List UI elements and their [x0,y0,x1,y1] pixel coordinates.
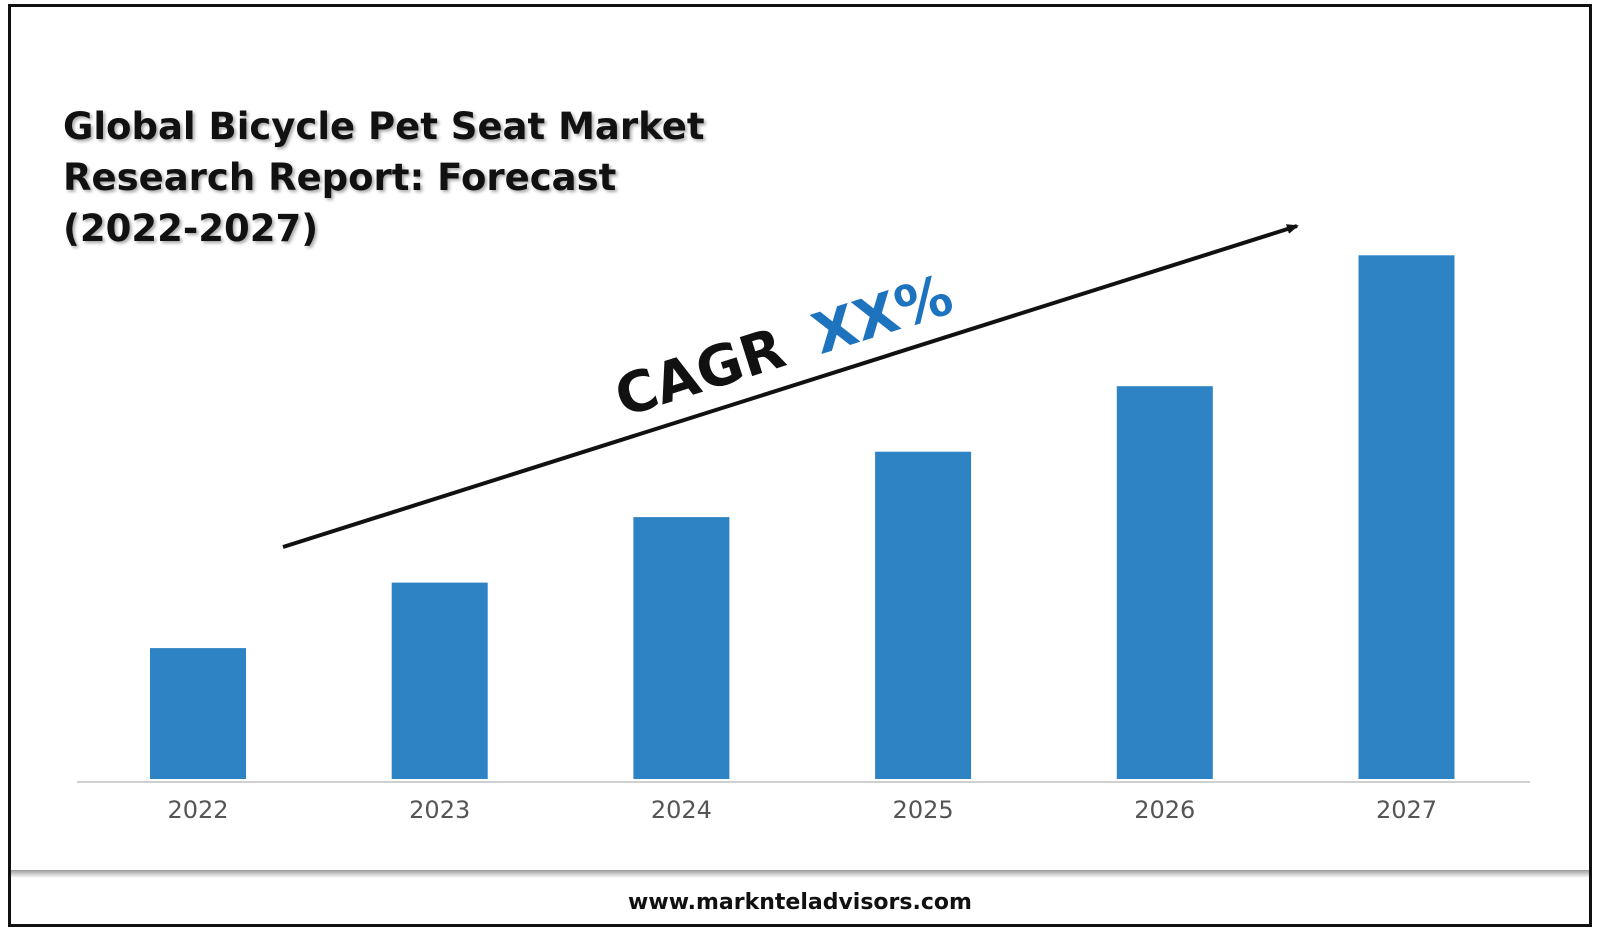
x-tick-label-2026: 2026 [1134,796,1195,824]
x-tick-label-2024: 2024 [651,796,712,824]
bar-2024 [633,517,730,779]
footer-divider [11,870,1589,878]
bar-2027 [1358,255,1455,780]
bar-2025 [875,451,972,779]
trend-arrow [282,224,1299,549]
x-tick-label-2023: 2023 [409,796,470,824]
bars-layer [150,255,1455,780]
title-line-1: Global Bicycle Pet Seat Market [63,105,705,148]
footer-url: www.marknteladvisors.com [628,890,972,915]
x-tick-label-2022: 2022 [167,796,228,824]
bar-chart: 2022 2023 2024 2025 2026 2027 CAGR XX% [77,224,1530,824]
x-tick-labels: 2022 2023 2024 2025 2026 2027 [167,796,1437,824]
cagr-annotation: CAGR XX% [608,263,961,431]
chart-title: Global Bicycle Pet Seat Market Research … [63,101,763,254]
bar-2023 [391,582,488,779]
bar-2022 [150,648,246,779]
title-line-3: (2022-2027) [63,207,319,250]
title-line-2: Research Report: Forecast [63,156,617,199]
chart-frame: Global Bicycle Pet Seat Market Research … [8,4,1592,927]
x-tick-label-2025: 2025 [893,796,954,824]
x-tick-label-2027: 2027 [1376,796,1437,824]
cagr-value: XX% [805,263,960,368]
bar-2026 [1116,386,1213,779]
